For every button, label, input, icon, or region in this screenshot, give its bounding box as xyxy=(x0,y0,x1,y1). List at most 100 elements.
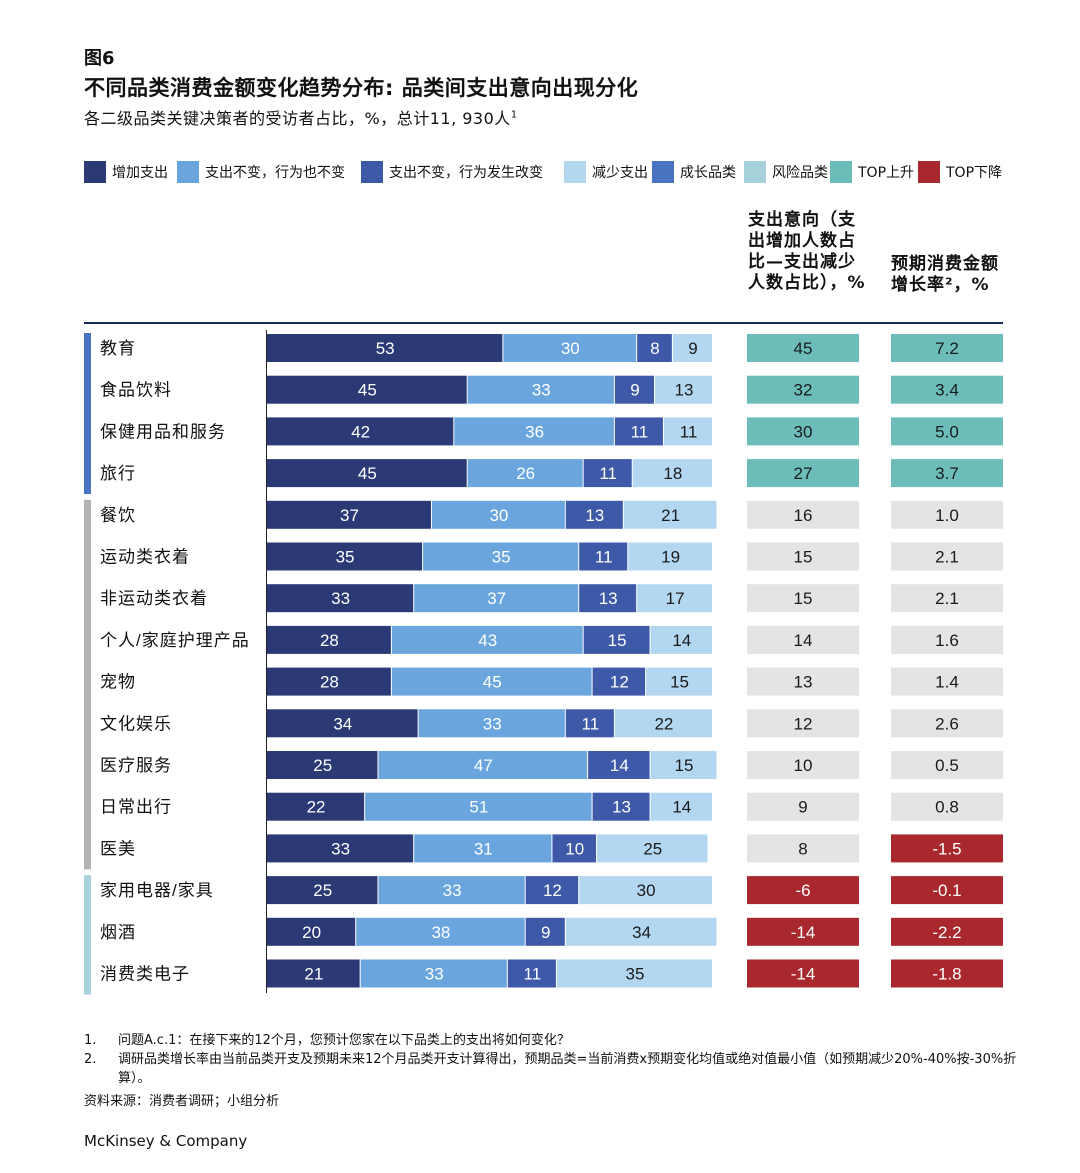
growth-value: -1.8 xyxy=(932,965,961,984)
intent-cell xyxy=(747,334,859,362)
subtitle-footnote-mark: 1 xyxy=(510,109,518,121)
intent-cell xyxy=(747,876,859,905)
bar-value-label: 37 xyxy=(487,589,506,608)
bar-segment xyxy=(646,667,712,696)
bar-segment xyxy=(467,459,583,488)
legend-swatch xyxy=(361,161,383,183)
legend-swatch xyxy=(652,161,674,183)
group-indicator-risk xyxy=(84,875,91,995)
intent-column-header: 支出意向（支出增加人数占比—支出减少人数占比），% xyxy=(748,210,866,293)
bar-value-label: 51 xyxy=(469,798,488,817)
bar-value-label: 45 xyxy=(483,673,502,692)
intent-value: 45 xyxy=(794,339,813,358)
growth-value: 2.1 xyxy=(935,589,959,608)
bar-value-label: 11 xyxy=(599,464,617,483)
bar-value-label: 33 xyxy=(331,839,350,858)
bar-segment xyxy=(614,417,663,446)
bar-value-label: 34 xyxy=(333,714,352,733)
intent-cell xyxy=(747,459,859,488)
bar-segment xyxy=(423,542,579,571)
bar-value-label: 22 xyxy=(654,714,673,733)
category-label: 旅行 xyxy=(100,464,136,483)
intent-value: -14 xyxy=(791,965,816,984)
legend-swatch xyxy=(177,161,199,183)
bar-value-label: 28 xyxy=(320,673,339,692)
bar-value-label: 10 xyxy=(565,839,584,858)
bar-segment xyxy=(614,375,655,404)
bar-value-label: 42 xyxy=(351,422,370,441)
bar-value-label: 25 xyxy=(313,881,332,900)
legend-label: 减少支出 xyxy=(592,165,648,181)
intent-cell xyxy=(747,500,859,529)
bar-segment xyxy=(418,709,565,738)
intent-value: 15 xyxy=(794,548,813,567)
intent-cell xyxy=(747,584,859,613)
legend-swatch xyxy=(830,161,852,183)
bar-value-label: 37 xyxy=(340,506,359,525)
growth-cell xyxy=(891,876,1003,905)
intent-cell xyxy=(747,375,859,404)
legend-label: 支出不变，行为也不变 xyxy=(205,165,345,181)
bar-value-label: 11 xyxy=(524,965,542,984)
bar-value-label: 33 xyxy=(483,714,502,733)
bar-value-label: 13 xyxy=(612,798,631,817)
footnote-text: 问题A.c.1：在接下来的12个月，您预计您家在以下品类上的支出将如何变化？ xyxy=(118,1033,570,1048)
legend-label: TOP上升 xyxy=(858,165,915,181)
growth-value: 3.4 xyxy=(935,381,959,400)
intent-cell xyxy=(747,751,859,779)
legend-item: 风险品类 xyxy=(744,160,828,184)
bar-value-label: 11 xyxy=(631,422,649,441)
bar-segment xyxy=(267,375,467,404)
bar-value-label: 30 xyxy=(489,506,508,525)
bar-value-label: 33 xyxy=(443,881,462,900)
intent-value: 32 xyxy=(794,381,813,400)
bar-value-label: 13 xyxy=(585,506,604,525)
bar-value-label: 33 xyxy=(532,381,551,400)
legend-item: TOP下降 xyxy=(918,160,1002,184)
bar-segment xyxy=(267,709,418,738)
legend-item: 支出不变，行为发生改变 xyxy=(361,160,543,184)
growth-value: -2.2 xyxy=(932,923,961,942)
legend-item: 减少支出 xyxy=(564,160,648,184)
bar-segment xyxy=(650,625,712,654)
category-label: 食品饮料 xyxy=(100,381,172,400)
bar-value-label: 43 xyxy=(478,631,497,650)
bar-segment xyxy=(583,625,650,654)
chart-subtitle: 各二级品类关键决策者的受访者占比，%，总计11, 930人1 xyxy=(84,105,518,129)
category-label: 教育 xyxy=(100,339,136,358)
bar-segment xyxy=(267,667,391,696)
intent-value: 30 xyxy=(794,422,813,441)
bar-segment xyxy=(650,792,712,821)
bar-segment xyxy=(592,792,650,821)
bar-segment xyxy=(556,959,712,988)
legend-swatch xyxy=(744,161,766,183)
growth-cell xyxy=(891,917,1003,946)
bar-segment xyxy=(365,792,592,821)
growth-column-header: 预期消费金额增长率²，% xyxy=(891,254,999,295)
bar-segment xyxy=(267,792,365,821)
bar-segment xyxy=(507,959,556,988)
growth-cell xyxy=(891,751,1003,779)
growth-value: 2.1 xyxy=(935,548,959,567)
growth-value: 0.5 xyxy=(935,756,959,775)
bar-value-label: 15 xyxy=(675,756,694,775)
footnote-2: 2. 调研品类增长率由当前品类开支及预期未来12个月品类开支计算得出，预期品类=… xyxy=(84,1050,1024,1088)
bar-segment xyxy=(637,334,672,362)
bar-segment xyxy=(655,375,712,404)
intent-cell xyxy=(747,917,859,946)
intent-value: 12 xyxy=(794,714,813,733)
bar-segment xyxy=(579,542,628,571)
growth-value: 5.0 xyxy=(935,422,959,441)
footnote-text: 调研品类增长率由当前品类开支及预期未来12个月品类开支计算得出，预期品类=当前消… xyxy=(118,1052,1017,1086)
legend-item: TOP上升 xyxy=(830,160,914,184)
bar-segment xyxy=(391,625,583,654)
growth-cell xyxy=(891,500,1003,529)
intent-value: 8 xyxy=(798,839,807,858)
subtitle-text: 各二级品类关键决策者的受访者占比，%，总计11, 930人 xyxy=(84,109,511,128)
intent-value: -6 xyxy=(795,881,810,900)
category-label: 宠物 xyxy=(100,673,136,692)
bar-segment xyxy=(623,500,717,529)
legend-swatch xyxy=(564,161,586,183)
bar-segment xyxy=(267,876,378,905)
bar-segment xyxy=(525,876,579,905)
